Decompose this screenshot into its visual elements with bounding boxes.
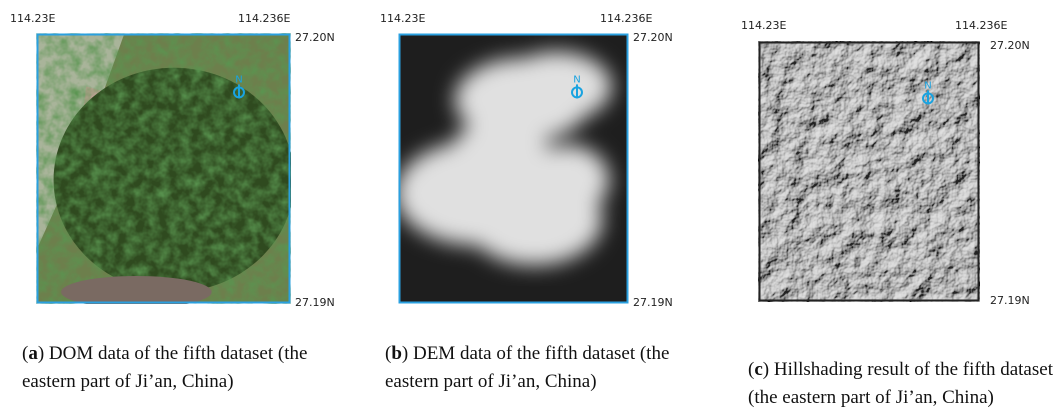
lat-label: 27.19N xyxy=(633,296,673,309)
caption: (b) DEM data of the fifth dataset (the e… xyxy=(385,340,685,396)
lon-label: 114.23E xyxy=(380,12,425,25)
caption-label: c xyxy=(754,359,762,380)
map-image: N xyxy=(758,41,980,302)
map-image: N xyxy=(398,33,629,304)
map-image: N xyxy=(36,33,291,304)
figure: N 114.23E 114.236E 27.20N 27.19N (a) DOM data… xyxy=(0,0,1059,416)
north-label: N xyxy=(924,80,931,91)
north-label: N xyxy=(235,74,242,85)
elevation-blob xyxy=(502,52,611,121)
caption-label: a xyxy=(28,343,38,364)
lon-label: 114.236E xyxy=(238,12,290,25)
lat-label: 27.19N xyxy=(990,294,1030,307)
elevation-blob xyxy=(527,145,609,214)
lat-label: 27.20N xyxy=(295,31,335,44)
lon-label: 114.236E xyxy=(600,12,652,25)
lon-label: 114.23E xyxy=(741,19,786,32)
caption: (a) DOM data of the fifth dataset (the e… xyxy=(22,340,322,396)
caption-text: ) Hillshading result of the fifth datase… xyxy=(748,359,1053,408)
lat-label: 27.20N xyxy=(990,39,1030,52)
caption-text: ) DOM data of the fifth dataset (the eas… xyxy=(22,343,307,392)
caption-label: b xyxy=(391,343,402,364)
lat-label: 27.20N xyxy=(633,31,673,44)
lat-label: 27.19N xyxy=(295,296,335,309)
lon-label: 114.236E xyxy=(955,19,1007,32)
north-label: N xyxy=(573,74,580,85)
tint xyxy=(760,43,978,300)
caption: (c) Hillshading result of the fifth data… xyxy=(748,356,1058,412)
lon-label: 114.23E xyxy=(10,12,55,25)
caption-text: ) DEM data of the fifth dataset (the eas… xyxy=(385,343,669,392)
texture xyxy=(38,35,289,302)
